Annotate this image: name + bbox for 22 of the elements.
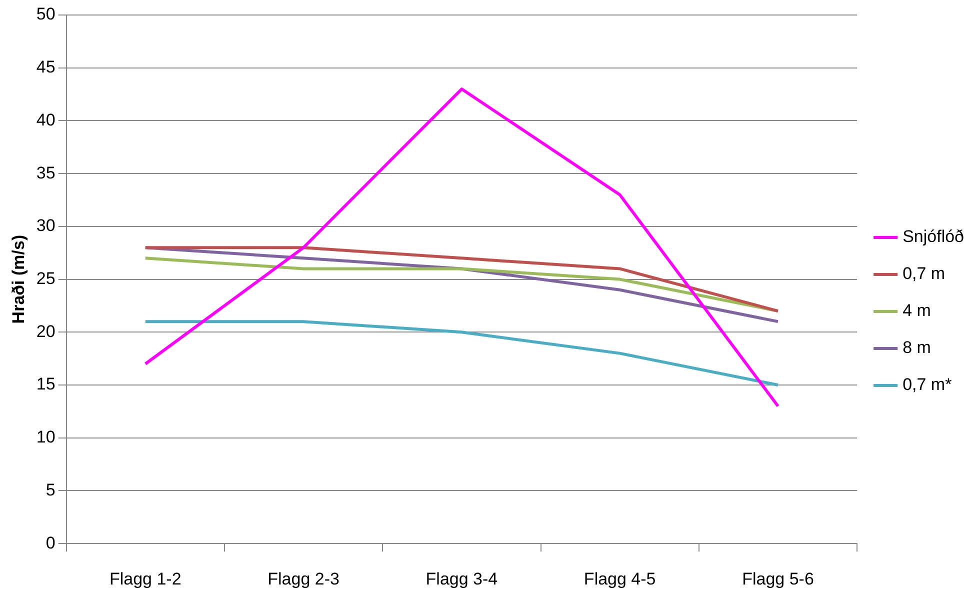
y-tick-label: 25 — [36, 268, 56, 288]
y-tick-label: 45 — [36, 58, 56, 77]
y-tick-label: 20 — [36, 322, 56, 341]
legend-label: 4 m — [902, 301, 931, 320]
y-tick-label: 35 — [36, 163, 56, 182]
y-tick-label: 5 — [46, 480, 56, 500]
legend-label: Snjóflóð — [902, 227, 964, 246]
y-tick-label: 10 — [36, 428, 56, 447]
y-tick-label: 30 — [36, 216, 56, 236]
legend-label: 0,7 m* — [902, 375, 952, 394]
y-tick-label: 40 — [36, 110, 56, 130]
x-tick-label: Flagg 3-4 — [426, 569, 498, 588]
y-tick-label: 15 — [36, 374, 56, 394]
legend-label: 8 m — [902, 338, 931, 358]
x-tick-label: Flagg 4-5 — [584, 569, 656, 588]
x-tick-label: Flagg 2-3 — [268, 569, 340, 588]
y-axis-title: Hraði (m/s) — [8, 234, 28, 324]
x-tick-label: Flagg 5-6 — [742, 569, 814, 588]
legend-label: 0,7 m — [902, 264, 946, 284]
x-tick-label: Flagg 1-2 — [109, 569, 182, 588]
y-tick-label: 0 — [46, 533, 56, 552]
y-tick-label: 50 — [36, 4, 56, 24]
